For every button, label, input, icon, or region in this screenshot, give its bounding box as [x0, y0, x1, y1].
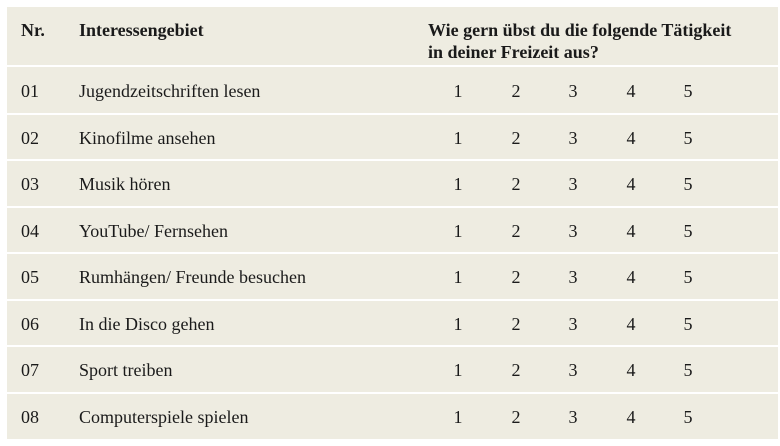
rating-option-4: 4 [626, 220, 636, 241]
rating-option-5: 5 [683, 81, 693, 101]
rating-option-3: 3 [568, 174, 578, 194]
table-row: 01 Jugendzeitschriften lesen 1 2 3 4 5 [7, 67, 778, 114]
rating-option-3: 3 [568, 406, 578, 427]
header-question-line2: in deiner Freizeit aus? [428, 42, 599, 62]
row-interest: Musik hören [79, 174, 171, 194]
rating-option-4: 4 [626, 313, 636, 334]
rating-option-1: 1 [453, 406, 463, 427]
rating-option-1: 1 [453, 360, 463, 380]
rating-option-1: 1 [453, 127, 463, 148]
row-separator [7, 65, 778, 67]
rating-option-2: 2 [511, 81, 521, 101]
rating-option-2: 2 [511, 360, 521, 380]
rating-option-4: 4 [626, 267, 636, 287]
table-row: 07 Sport treiben 1 2 3 4 5 [7, 346, 778, 393]
header-nr: Nr. [21, 20, 45, 40]
table-row: 08 Computerspiele spielen 1 2 3 4 5 [7, 393, 778, 440]
row-nr: 06 [21, 313, 39, 334]
rating-option-3: 3 [568, 267, 578, 287]
rating-option-3: 3 [568, 81, 578, 101]
row-separator [7, 298, 778, 301]
table-row: 05 Rumhängen/ Freunde besuchen 1 2 3 4 5 [7, 253, 778, 300]
rating-option-2: 2 [511, 220, 521, 241]
rating-option-4: 4 [626, 360, 636, 380]
row-nr: 01 [21, 81, 39, 101]
rating-option-2: 2 [511, 174, 521, 194]
rating-option-5: 5 [683, 174, 693, 194]
rating-option-1: 1 [453, 220, 463, 241]
row-separator [7, 345, 778, 347]
rating-option-3: 3 [568, 220, 578, 241]
rating-option-2: 2 [511, 406, 521, 427]
rating-option-5: 5 [683, 406, 693, 427]
rating-option-5: 5 [683, 313, 693, 334]
rating-option-4: 4 [626, 174, 636, 194]
row-nr: 08 [21, 406, 39, 427]
table-row: 02 Kinofilme ansehen 1 2 3 4 5 [7, 114, 778, 161]
row-separator [7, 159, 778, 161]
rating-option-3: 3 [568, 360, 578, 380]
row-nr: 04 [21, 220, 39, 241]
header-interest: Interessengebiet [79, 20, 204, 40]
row-interest: Computerspiele spielen [79, 406, 249, 427]
rating-option-1: 1 [453, 267, 463, 287]
rating-option-4: 4 [626, 127, 636, 148]
rating-option-3: 3 [568, 313, 578, 334]
table-row: 04 YouTube/ Fernsehen 1 2 3 4 5 [7, 207, 778, 254]
rating-option-5: 5 [683, 267, 693, 287]
row-interest: Rumhängen/ Freunde besuchen [79, 267, 306, 287]
rating-option-5: 5 [683, 360, 693, 380]
rating-option-2: 2 [511, 267, 521, 287]
row-interest: Sport treiben [79, 360, 173, 380]
header-question-line1: Wie gern übst du die folgende Tätigkeit [428, 20, 732, 40]
table-row: 06 In die Disco gehen 1 2 3 4 5 [7, 300, 778, 347]
rating-option-4: 4 [626, 81, 636, 101]
row-nr: 07 [21, 360, 39, 380]
rating-option-1: 1 [453, 174, 463, 194]
row-interest: In die Disco gehen [79, 313, 215, 334]
table-row: 03 Musik hören 1 2 3 4 5 [7, 160, 778, 207]
row-nr: 02 [21, 127, 39, 148]
rating-option-5: 5 [683, 220, 693, 241]
row-interest: Kinofilme ansehen [79, 127, 216, 148]
row-nr: 03 [21, 174, 39, 194]
row-nr: 05 [21, 267, 39, 287]
interest-survey-table: Nr. Interessengebiet Wie gern übst du di… [7, 7, 778, 439]
row-separator [7, 252, 778, 254]
rating-option-2: 2 [511, 127, 521, 148]
table-header-row: Nr. Interessengebiet Wie gern übst du di… [7, 7, 778, 69]
row-interest: Jugendzeitschriften lesen [79, 81, 261, 101]
row-separator [7, 391, 778, 394]
row-interest: YouTube/ Fernsehen [79, 220, 229, 241]
rating-option-2: 2 [511, 313, 521, 334]
rating-option-1: 1 [453, 313, 463, 334]
row-separator [7, 205, 778, 208]
rating-option-3: 3 [568, 127, 578, 148]
row-separator [7, 112, 778, 115]
rating-option-5: 5 [683, 127, 693, 148]
header-question: Wie gern übst du die folgende Tätigkeit … [428, 19, 778, 63]
rating-option-1: 1 [453, 81, 463, 101]
rating-option-4: 4 [626, 406, 636, 427]
